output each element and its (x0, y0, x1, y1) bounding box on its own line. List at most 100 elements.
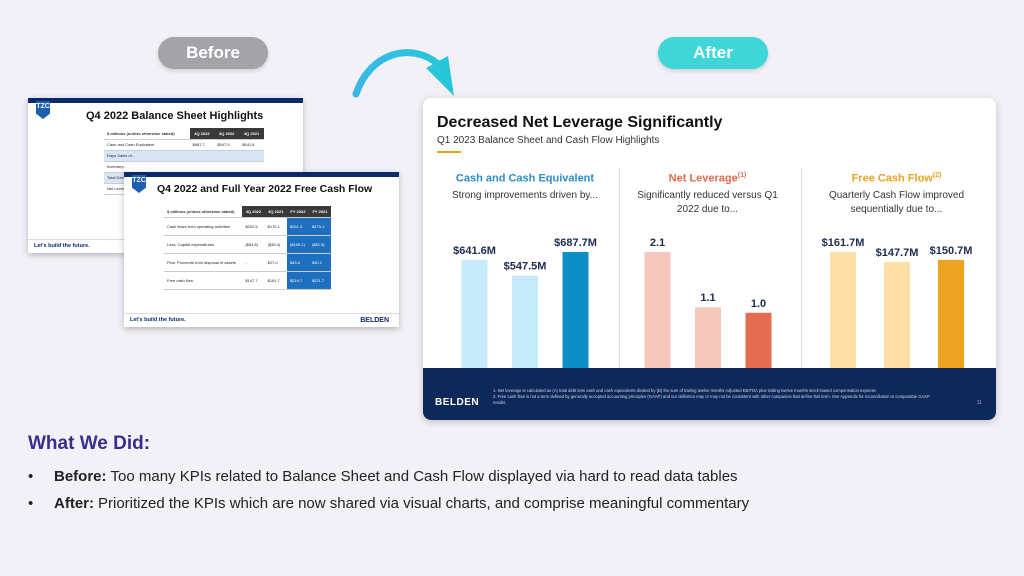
bullet-label: Before: (54, 468, 107, 485)
panel-heading-text: Free Cash Flow (851, 172, 933, 185)
panel-description: Significantly reduced versus Q1 2022 due… (637, 190, 778, 215)
slide-footer: Let's build the future. (124, 313, 399, 327)
table-row: Free cash flow $147.7 $161.7 $219.7 $221… (164, 271, 331, 290)
cell (239, 150, 264, 162)
table-row: Less: Capital expenditures ($54.8) ($35.… (164, 235, 331, 254)
brand-logo: BELDEN (435, 397, 480, 408)
bar-q4-2022 (884, 262, 910, 368)
before-label: Before (158, 37, 268, 69)
panel-heading: Net Leverage(1) (620, 172, 795, 185)
footnote-ref: (2) (932, 172, 942, 179)
bullet-label: After: (54, 495, 94, 512)
panel-description: Strong improvements driven by... (452, 190, 598, 201)
free-cash-flow-table: $ millions (unless otherwise stated) 4Q … (164, 206, 331, 290)
table-header: FY 2022 (286, 206, 309, 218)
cell: ($35.4) (264, 235, 287, 254)
bar-q1-2022 (830, 252, 856, 368)
cell (214, 161, 240, 173)
bar-q1-2022 (461, 259, 488, 368)
row-label: Inventory... (104, 161, 190, 173)
row-label: Days Sales of... (104, 150, 190, 162)
data-label: $147.7M (876, 247, 919, 259)
slide-title: Decreased Net Leverage Significantly (437, 114, 723, 131)
cell: $641.6 (239, 139, 264, 151)
title-underline (437, 151, 461, 153)
row-label: Cash flows from operating activities (164, 217, 243, 236)
row-label: Free cash flow (164, 271, 243, 290)
chart-cash: $641.6M $547.5M $687.7M (453, 237, 597, 368)
page-number: 11 (976, 400, 982, 406)
company-logo: TZC (36, 101, 50, 119)
data-label: 2.1 (650, 237, 665, 249)
footnote-ref: (1) (737, 172, 747, 179)
data-label: $161.7M (822, 237, 865, 249)
panel-heading: Cash and Cash Equivalent (437, 172, 613, 185)
after-slide: Decreased Net Leverage Significantly Q1 … (423, 98, 996, 420)
cell (189, 161, 215, 173)
data-label: $641.6M (453, 245, 496, 257)
list-item: • After: Prioritized the KPIs which are … (28, 495, 749, 522)
table-header: 4Q 2021 (264, 206, 287, 218)
table-header: 3Q 2022 (214, 128, 240, 140)
chart-free-cash-flow: $161.7M $147.7M $150.7M (822, 237, 973, 368)
bar-q1-2023 (938, 259, 964, 368)
table-header: 4Q 2021 (239, 128, 264, 140)
bullet-icon: • (28, 468, 34, 485)
cell: ($105.1) (286, 235, 309, 254)
data-label: $547.5M (504, 261, 547, 273)
row-label: Plus: Proceeds from disposal of assets (164, 253, 243, 272)
data-label: $687.7M (554, 237, 597, 249)
table-header: 4Q 2022 (242, 206, 265, 218)
cell: $27.0 (264, 253, 287, 272)
cell: $219.7 (286, 271, 309, 290)
cell: $30.1 (308, 253, 331, 272)
after-label: After (658, 37, 768, 69)
table-header: FY 2021 (308, 206, 331, 218)
brand-logo: BELDEN (360, 317, 389, 324)
panel-description: Quarterly Cash Flow improved sequentiall… (828, 190, 965, 215)
cell: $547.5 (214, 139, 240, 151)
cell (214, 150, 240, 162)
footnotes: 1. Net leverage is calculated as (A) tot… (493, 388, 933, 406)
cell: $43.5 (286, 253, 309, 272)
table-label-header: $ millions (unless otherwise stated) (104, 128, 190, 140)
bar-q4-2022 (695, 307, 721, 368)
data-label: $150.7M (930, 245, 973, 257)
slide-title: Q4 2022 and Full Year 2022 Free Cash Flo… (157, 183, 373, 195)
data-label: 1.1 (700, 292, 715, 304)
cell: $161.7 (264, 271, 287, 290)
bar-q1-2022 (644, 252, 671, 368)
slide-top-bar (28, 98, 303, 103)
list-item: • Before: Too many KPIs related to Balan… (28, 468, 749, 495)
cell: ($81.5) (308, 235, 331, 254)
row-label: Less: Capital expenditures (164, 235, 243, 254)
cell: $261.3 (286, 217, 309, 236)
bar-q4-2022 (512, 275, 538, 368)
curved-arrow-icon (352, 49, 454, 98)
company-logo: TZC (132, 175, 146, 193)
table-row: Cash flows from operating activities $20… (164, 217, 331, 236)
cell: $202.5 (242, 217, 265, 236)
summary-list: • Before: Too many KPIs related to Balan… (28, 468, 749, 522)
table-row: Plus: Proceeds from disposal of assets -… (164, 253, 331, 272)
panel-free-cash-flow: $161.7M $147.7M $150.7M Free Cash Flow(2) … (801, 168, 991, 381)
slide-footer-band: BELDEN 1. Net leverage is calculated as … (423, 368, 996, 420)
table-row: Days Sales of... (104, 150, 264, 162)
cell: $170.1 (264, 217, 287, 236)
slide-subtitle: Q1 2023 Balance Sheet and Cash Flow High… (437, 135, 660, 146)
before-slide-free-cash-flow: TZC Q4 2022 and Full Year 2022 Free Cash… (124, 172, 399, 327)
cell: $687.7 (189, 139, 215, 151)
cell: - (242, 253, 265, 272)
bar-q1-2023 (745, 312, 772, 368)
bullet-text: Prioritized the KPIs which are now share… (98, 495, 750, 512)
footnote: 1. Net leverage is calculated as (A) tot… (493, 388, 878, 393)
footnote: 2. Free cash flow is not a term defined … (493, 394, 930, 405)
bullet-text: Too many KPIs related to Balance Sheet a… (110, 468, 738, 485)
chart-net-leverage: 2.1 1.1 1.0 (644, 237, 772, 368)
bar-q1-2023 (562, 252, 589, 368)
row-label: Cash and Cash Equivalent (104, 139, 190, 151)
data-label: 1.0 (751, 298, 766, 310)
slide-title: Q4 2022 Balance Sheet Highlights (86, 110, 264, 122)
cell: $273.1 (308, 217, 331, 236)
cell (239, 161, 264, 173)
